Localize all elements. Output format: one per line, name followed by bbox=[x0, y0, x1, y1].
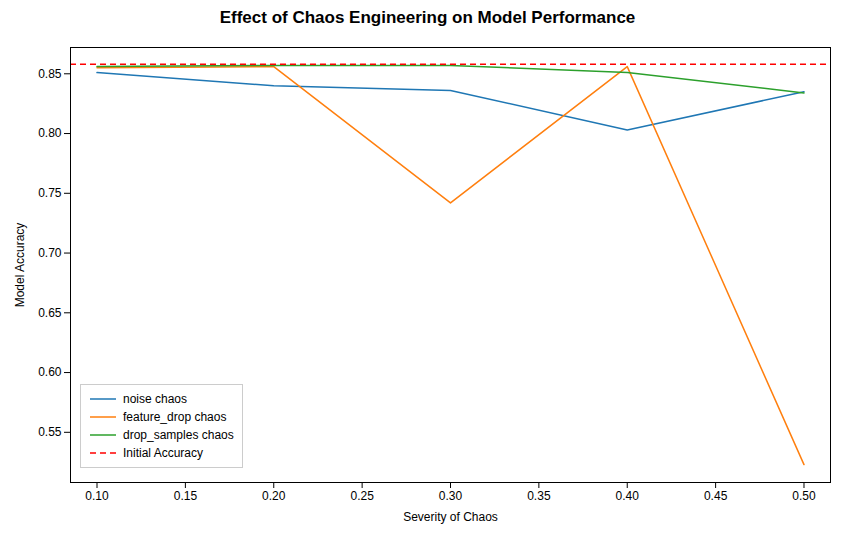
svg-text:0.65: 0.65 bbox=[38, 306, 62, 320]
html-text:noise chaos: noise chaos bbox=[123, 392, 187, 406]
svg-text:0.85: 0.85 bbox=[38, 67, 62, 81]
svg-text:0.50: 0.50 bbox=[792, 489, 816, 503]
svg-text:0.55: 0.55 bbox=[38, 425, 62, 439]
svg-text:0.70: 0.70 bbox=[38, 246, 62, 260]
svg-text:0.75: 0.75 bbox=[38, 186, 62, 200]
svg-text:Model Accuracy: Model Accuracy bbox=[13, 223, 27, 308]
svg-text:0.10: 0.10 bbox=[85, 489, 109, 503]
svg-text:0.60: 0.60 bbox=[38, 365, 62, 379]
html-text:drop_samples chaos: drop_samples chaos bbox=[123, 428, 234, 442]
html-text:feature_drop chaos: feature_drop chaos bbox=[123, 410, 227, 424]
svg-text:0.80: 0.80 bbox=[38, 126, 62, 140]
svg-text:0.45: 0.45 bbox=[704, 489, 728, 503]
svg-text:0.35: 0.35 bbox=[527, 489, 551, 503]
svg-text:0.15: 0.15 bbox=[174, 489, 198, 503]
svg-text:0.25: 0.25 bbox=[350, 489, 374, 503]
svg-text:0.40: 0.40 bbox=[616, 489, 640, 503]
html-text:Effect of Chaos Engineering on: Effect of Chaos Engineering on Model Per… bbox=[219, 8, 636, 27]
svg-text:0.20: 0.20 bbox=[262, 489, 286, 503]
svg-text:Severity of Chaos: Severity of Chaos bbox=[403, 510, 498, 524]
svg-text:0.30: 0.30 bbox=[439, 489, 463, 503]
html-text:Initial Accuracy: Initial Accuracy bbox=[123, 446, 203, 460]
